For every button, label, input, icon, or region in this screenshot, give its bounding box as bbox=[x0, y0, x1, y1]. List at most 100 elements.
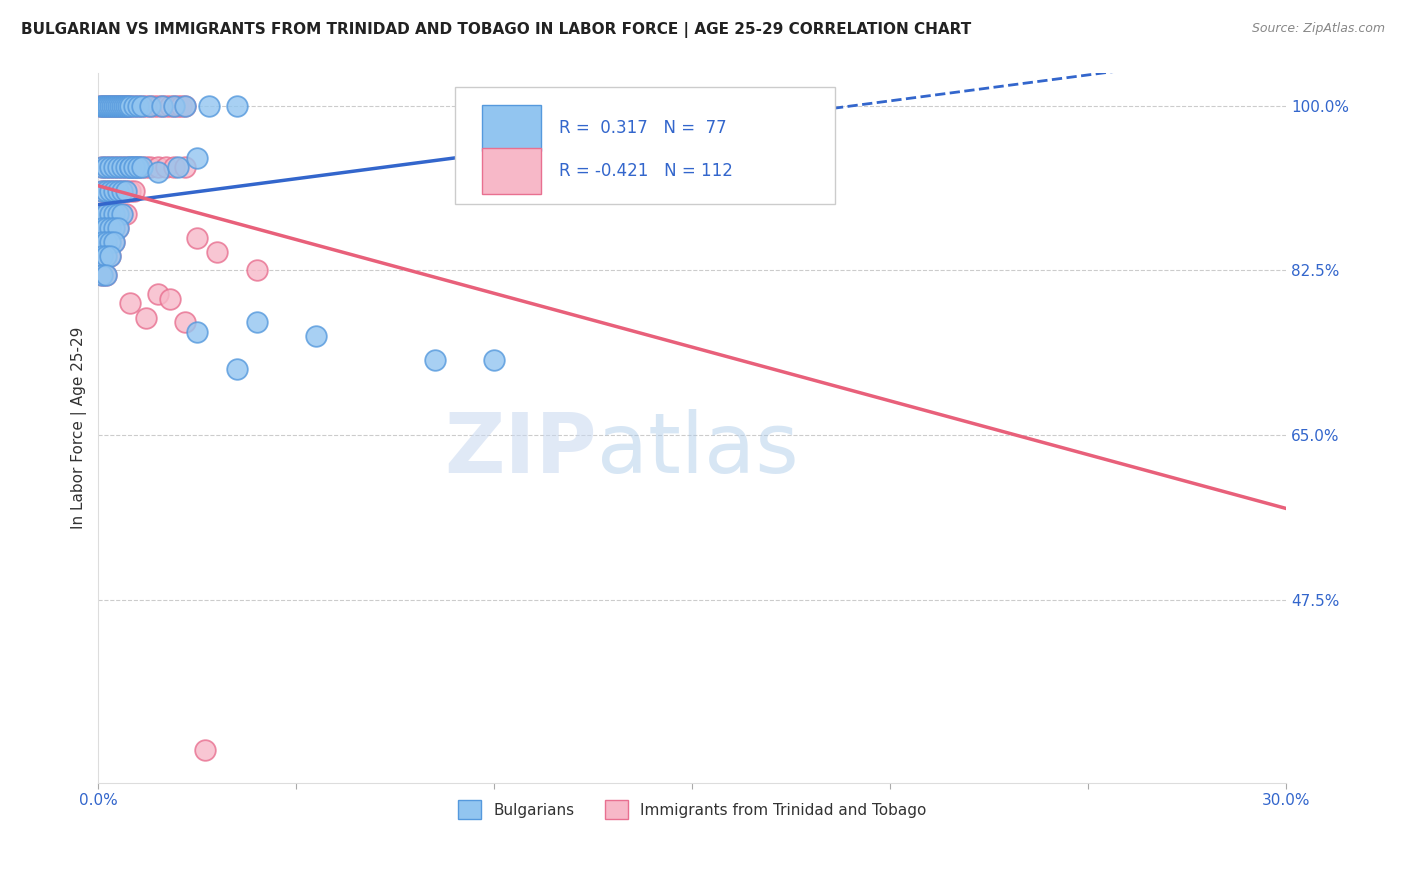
Point bbox=[107, 184, 129, 198]
Point bbox=[139, 99, 162, 113]
Point bbox=[96, 268, 118, 283]
Point bbox=[91, 249, 114, 263]
Point bbox=[91, 184, 114, 198]
Point bbox=[96, 221, 118, 235]
Point bbox=[162, 160, 184, 174]
Point bbox=[98, 207, 121, 221]
Point bbox=[111, 99, 134, 113]
Point bbox=[91, 221, 114, 235]
Point bbox=[174, 315, 197, 329]
FancyBboxPatch shape bbox=[482, 147, 541, 194]
Text: atlas: atlas bbox=[598, 409, 799, 490]
Point bbox=[107, 207, 129, 221]
Point bbox=[162, 99, 184, 113]
Point bbox=[89, 99, 111, 113]
Point bbox=[135, 160, 157, 174]
Point bbox=[103, 184, 125, 198]
Point bbox=[131, 160, 153, 174]
Point bbox=[98, 184, 121, 198]
Point bbox=[107, 221, 129, 235]
Point bbox=[150, 99, 173, 113]
Point bbox=[111, 184, 134, 198]
Point bbox=[96, 99, 118, 113]
Text: Source: ZipAtlas.com: Source: ZipAtlas.com bbox=[1251, 22, 1385, 36]
Point bbox=[98, 99, 121, 113]
Point bbox=[96, 249, 118, 263]
Point bbox=[98, 249, 121, 263]
Point bbox=[91, 268, 114, 283]
Point bbox=[146, 165, 169, 179]
Point bbox=[139, 99, 162, 113]
Point bbox=[225, 362, 247, 376]
Point bbox=[186, 230, 208, 244]
Text: BULGARIAN VS IMMIGRANTS FROM TRINIDAD AND TOBAGO IN LABOR FORCE | AGE 25-29 CORR: BULGARIAN VS IMMIGRANTS FROM TRINIDAD AN… bbox=[21, 22, 972, 38]
Text: R = -0.421   N = 112: R = -0.421 N = 112 bbox=[560, 162, 733, 180]
Point bbox=[98, 184, 121, 198]
Point bbox=[127, 99, 149, 113]
Point bbox=[305, 329, 328, 343]
Point bbox=[93, 99, 115, 113]
Point bbox=[142, 99, 165, 113]
Point bbox=[103, 235, 125, 250]
Point bbox=[117, 99, 139, 113]
Text: R =  0.317   N =  77: R = 0.317 N = 77 bbox=[560, 120, 727, 137]
Point bbox=[98, 221, 121, 235]
Point bbox=[96, 268, 118, 283]
Point bbox=[103, 221, 125, 235]
Point bbox=[91, 99, 114, 113]
Point bbox=[98, 99, 121, 113]
Point bbox=[122, 160, 145, 174]
Point bbox=[103, 207, 125, 221]
Point bbox=[96, 235, 118, 250]
Point bbox=[107, 207, 129, 221]
Point bbox=[97, 99, 120, 113]
Point bbox=[96, 184, 118, 198]
Point bbox=[98, 235, 121, 250]
Point bbox=[103, 221, 125, 235]
Point bbox=[108, 99, 131, 113]
Point bbox=[118, 160, 141, 174]
Point bbox=[96, 221, 118, 235]
Point bbox=[122, 160, 145, 174]
Point bbox=[118, 99, 141, 113]
Point bbox=[98, 249, 121, 263]
Point bbox=[122, 99, 145, 113]
Point bbox=[146, 99, 169, 113]
Point bbox=[91, 235, 114, 250]
Point bbox=[91, 184, 114, 198]
Point bbox=[96, 235, 118, 250]
Point bbox=[150, 99, 173, 113]
Point bbox=[118, 160, 141, 174]
Point bbox=[111, 160, 134, 174]
Point bbox=[484, 352, 506, 367]
Point bbox=[131, 99, 153, 113]
Point bbox=[112, 99, 135, 113]
Point bbox=[174, 99, 197, 113]
FancyBboxPatch shape bbox=[454, 87, 835, 204]
Point bbox=[91, 160, 114, 174]
Point bbox=[91, 249, 114, 263]
Point bbox=[155, 99, 177, 113]
Point bbox=[96, 207, 118, 221]
Point bbox=[108, 99, 131, 113]
Point bbox=[91, 207, 114, 221]
Point bbox=[96, 160, 118, 174]
Point bbox=[107, 160, 129, 174]
Point bbox=[115, 160, 138, 174]
Point bbox=[93, 99, 115, 113]
Point bbox=[103, 99, 125, 113]
Point bbox=[127, 160, 149, 174]
Point bbox=[246, 315, 269, 329]
Point bbox=[101, 99, 124, 113]
Point bbox=[96, 99, 118, 113]
Point bbox=[127, 99, 149, 113]
Point bbox=[146, 160, 169, 174]
Point bbox=[186, 325, 208, 339]
FancyBboxPatch shape bbox=[482, 105, 541, 151]
Point bbox=[97, 99, 120, 113]
Point bbox=[96, 249, 118, 263]
Point bbox=[174, 99, 197, 113]
Point bbox=[118, 99, 141, 113]
Point bbox=[159, 292, 181, 306]
Point bbox=[98, 160, 121, 174]
